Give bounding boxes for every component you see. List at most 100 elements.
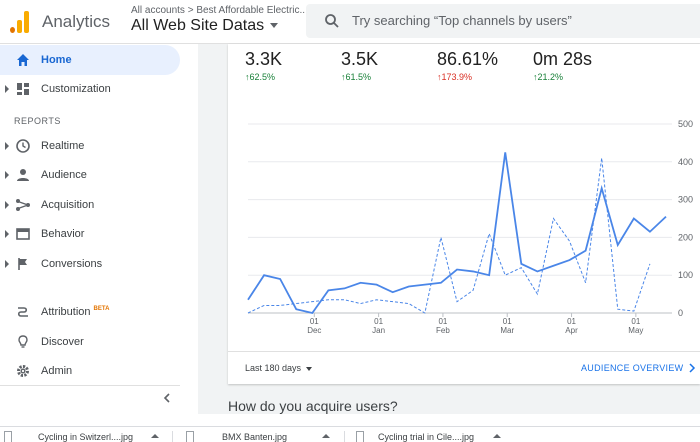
acquire-users-heading: How do you acquire users? — [228, 398, 398, 414]
search-bar[interactable]: Try searching “Top channels by users” — [306, 4, 700, 38]
metric-value: 3.3K — [245, 49, 283, 69]
y-tick-label: 0 — [678, 308, 683, 318]
account-selector[interactable]: All Web Site Datas — [131, 17, 279, 35]
card-divider — [228, 351, 700, 352]
primary-series-line[interactable] — [247, 152, 667, 315]
x-tick-label: 01 — [567, 317, 576, 326]
download-item[interactable]: BMX Banten.jpg — [186, 431, 336, 442]
metric-bounce-rate[interactable]: 86.61% ↑173.9% — [437, 49, 498, 82]
x-tick-label: 01 — [631, 317, 640, 326]
sidebar-item-label: Customization — [41, 83, 111, 95]
sidebar-item-label: Behavior — [41, 228, 85, 240]
dashboard-icon — [17, 83, 29, 95]
sidebar-item-audience[interactable]: Audience — [0, 160, 180, 190]
search-icon — [325, 14, 339, 28]
sidebar-item-label: Realtime — [41, 140, 85, 152]
file-icon — [356, 431, 364, 442]
y-tick-label: 200 — [678, 232, 693, 242]
sidebar-item-home[interactable]: Home — [0, 45, 180, 75]
sidebar-item-label: Admin — [41, 365, 73, 377]
reports-section-label: REPORTS — [14, 116, 61, 126]
sidebar-item-label: Conversions — [41, 258, 103, 270]
comparison-series-line[interactable] — [247, 157, 651, 314]
sidebar-item-label: Attribution BETA — [41, 306, 110, 318]
x-tick-label: 01 — [503, 317, 512, 326]
expand-arrow-icon[interactable] — [5, 142, 9, 150]
download-filename: Cycling in Switzerl....jpg — [38, 432, 134, 442]
x-tick-label: 01 — [310, 317, 319, 326]
lightbulb-icon — [18, 335, 28, 348]
sidebar-item-discover[interactable]: Discover — [0, 327, 180, 357]
file-icon — [4, 431, 12, 442]
file-icon — [186, 431, 194, 442]
download-filename: BMX Banten.jpg — [222, 432, 288, 442]
download-filename: Cycling trial in Cile....jpg — [378, 432, 475, 442]
caret-down-icon — [306, 366, 313, 371]
sidebar-item-admin[interactable]: Admin — [0, 356, 180, 386]
metric-sessions[interactable]: 3.5K ↑61.5% — [341, 49, 378, 82]
chevron-left-icon[interactable] — [161, 392, 173, 404]
metric-value: 0m 28s — [533, 49, 593, 69]
audience-overview-card: 3.3K ↑62.5% 3.5K ↑61.5% 86.61% ↑173.9% 0… — [228, 44, 700, 384]
x-tick-label: 01 — [438, 317, 447, 326]
top-header: Analytics All accounts > Best Affordable… — [0, 0, 700, 44]
expand-arrow-icon[interactable] — [5, 201, 9, 209]
clock-icon — [16, 139, 30, 153]
beta-badge: BETA — [93, 306, 110, 312]
metric-value: 3.5K — [341, 49, 379, 69]
metric-change: ↑62.5% — [245, 72, 276, 82]
sidebar: Home Customization REPORTS Realtime Audi… — [0, 44, 198, 414]
metric-change: ↑61.5% — [341, 72, 372, 82]
gear-icon — [17, 365, 29, 377]
account-name: All Web Site Datas — [131, 17, 265, 34]
x-tick-label: Jan — [372, 326, 385, 335]
x-tick-label: Feb — [436, 326, 450, 335]
downloads-bar: Cycling in Switzerl....jpg BMX Banten.jp… — [0, 426, 700, 442]
behavior-icon — [16, 228, 30, 240]
breadcrumb[interactable]: All accounts > Best Affordable Electric.… — [131, 5, 308, 16]
chevron-up-icon[interactable] — [151, 434, 159, 438]
date-range-dropdown[interactable]: Last 180 days — [245, 363, 313, 373]
x-tick-label: Apr — [565, 326, 578, 335]
y-tick-label: 300 — [678, 195, 693, 205]
acquisition-icon — [16, 199, 30, 211]
metric-value: 86.61% — [437, 49, 499, 69]
download-separator — [172, 431, 173, 442]
app-title: Analytics — [42, 12, 111, 31]
metric-users[interactable]: 3.3K ↑62.5% — [245, 49, 282, 82]
sidebar-item-label: Acquisition — [41, 199, 95, 211]
x-tick-label: Dec — [307, 326, 321, 335]
download-item[interactable]: Cycling trial in Cile....jpg — [356, 431, 506, 442]
flag-icon — [18, 258, 27, 270]
audience-overview-link[interactable]: AUDIENCE OVERVIEW — [581, 363, 684, 373]
sidebar-item-conversions[interactable]: Conversions — [0, 249, 180, 279]
sidebar-item-realtime[interactable]: Realtime — [0, 131, 180, 161]
expand-arrow-icon[interactable] — [5, 85, 9, 93]
sidebar-item-label: Home — [41, 54, 72, 66]
expand-arrow-icon[interactable] — [5, 171, 9, 179]
x-tick-label: 01 — [374, 317, 383, 326]
y-tick-label: 500 — [678, 119, 693, 129]
sidebar-item-acquisition[interactable]: Acquisition — [0, 190, 180, 220]
caret-down-icon — [270, 23, 279, 29]
sidebar-item-attribution[interactable]: Attribution BETA — [0, 297, 180, 327]
y-tick-label: 400 — [678, 157, 693, 167]
sidebar-item-customization[interactable]: Customization — [0, 74, 180, 104]
sidebar-item-behavior[interactable]: Behavior — [0, 219, 180, 249]
sidebar-divider — [0, 385, 180, 386]
download-separator — [344, 431, 345, 442]
attribution-icon — [17, 307, 28, 317]
chevron-right-icon[interactable] — [688, 363, 696, 373]
sidebar-item-label: Audience — [41, 169, 87, 181]
chevron-up-icon[interactable] — [322, 434, 330, 438]
x-tick-label: Mar — [500, 326, 514, 335]
expand-arrow-icon[interactable] — [5, 230, 9, 238]
analytics-logo-icon[interactable] — [10, 11, 30, 33]
x-tick-label: May — [628, 326, 643, 335]
metric-session-duration[interactable]: 0m 28s ↑21.2% — [533, 49, 592, 82]
chevron-up-icon[interactable] — [493, 434, 501, 438]
expand-arrow-icon[interactable] — [5, 260, 9, 268]
download-item[interactable]: Cycling in Switzerl....jpg — [4, 431, 164, 442]
sessions-line-chart: 500400300200100001Dec01Jan01Feb01Mar01Ap… — [247, 119, 693, 335]
metric-change: ↑173.9% — [437, 72, 473, 82]
